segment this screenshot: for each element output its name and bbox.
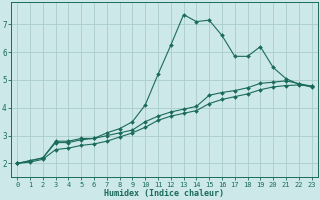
- X-axis label: Humidex (Indice chaleur): Humidex (Indice chaleur): [104, 189, 224, 198]
